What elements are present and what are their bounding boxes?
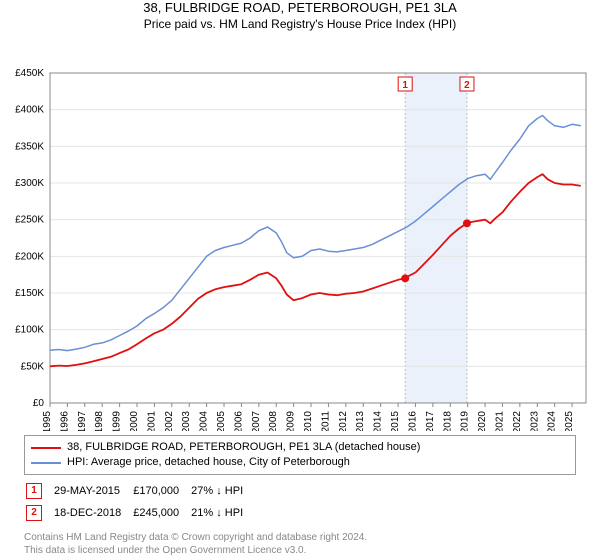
svg-text:2017: 2017 — [425, 411, 436, 431]
footer-line: This data is licensed under the Open Gov… — [24, 544, 576, 557]
svg-text:2003: 2003 — [181, 411, 192, 431]
svg-text:1997: 1997 — [77, 411, 88, 431]
svg-text:£300K: £300K — [15, 178, 44, 189]
legend-swatch — [31, 462, 61, 464]
legend-swatch — [31, 447, 61, 449]
svg-text:2014: 2014 — [373, 411, 384, 431]
svg-text:2005: 2005 — [216, 411, 227, 431]
sale-date: 18-DEC-2018 — [54, 503, 131, 523]
svg-text:£200K: £200K — [15, 251, 44, 262]
subtitle: Price paid vs. HM Land Registry's House … — [0, 17, 600, 31]
footer: Contains HM Land Registry data © Crown c… — [24, 531, 576, 557]
svg-text:2001: 2001 — [146, 411, 157, 431]
svg-text:2018: 2018 — [442, 411, 453, 431]
svg-text:£350K: £350K — [15, 141, 44, 152]
svg-text:1998: 1998 — [94, 411, 105, 431]
svg-text:1: 1 — [402, 80, 408, 91]
sale-delta: 27% ↓ HPI — [191, 481, 253, 501]
svg-text:2023: 2023 — [529, 411, 540, 431]
svg-text:2004: 2004 — [199, 411, 210, 431]
svg-text:2007: 2007 — [251, 411, 262, 431]
table-row: 129-MAY-2015£170,00027% ↓ HPI — [26, 481, 253, 501]
legend-label: HPI: Average price, detached house, City… — [67, 455, 350, 470]
svg-text:2010: 2010 — [303, 411, 314, 431]
svg-text:2000: 2000 — [129, 411, 140, 431]
legend-item: 38, FULBRIDGE ROAD, PETERBOROUGH, PE1 3L… — [31, 440, 569, 455]
svg-text:1999: 1999 — [112, 411, 123, 431]
svg-text:2022: 2022 — [512, 411, 523, 431]
table-row: 218-DEC-2018£245,00021% ↓ HPI — [26, 503, 253, 523]
svg-text:2015: 2015 — [390, 411, 401, 431]
sale-marker-cell: 1 — [26, 481, 52, 501]
svg-text:2009: 2009 — [286, 411, 297, 431]
sales-table: 129-MAY-2015£170,00027% ↓ HPI218-DEC-201… — [24, 479, 255, 525]
sale-date: 29-MAY-2015 — [54, 481, 131, 501]
price-chart: £0 £50K £100K £150K £200K £250K £300K £350K £400… — [0, 31, 600, 431]
sale-price: £170,000 — [133, 481, 189, 501]
sale-marker-cell: 2 — [26, 503, 52, 523]
svg-text:2008: 2008 — [268, 411, 279, 431]
svg-text:2016: 2016 — [407, 411, 418, 431]
legend-label: 38, FULBRIDGE ROAD, PETERBOROUGH, PE1 3L… — [67, 440, 420, 455]
svg-text:£250K: £250K — [15, 215, 44, 226]
page-title: 38, FULBRIDGE ROAD, PETERBOROUGH, PE1 3L… — [0, 0, 600, 15]
sale-delta: 21% ↓ HPI — [191, 503, 253, 523]
svg-text:2: 2 — [464, 80, 470, 91]
svg-text:1995: 1995 — [42, 411, 53, 431]
svg-text:£150K: £150K — [15, 288, 44, 299]
svg-text:£100K: £100K — [15, 325, 44, 336]
svg-text:£50K: £50K — [21, 361, 45, 372]
svg-text:2006: 2006 — [233, 411, 244, 431]
svg-text:£400K: £400K — [15, 105, 44, 116]
svg-text:£450K: £450K — [15, 68, 44, 79]
svg-text:2020: 2020 — [477, 411, 488, 431]
svg-text:2011: 2011 — [320, 411, 331, 431]
svg-text:2012: 2012 — [338, 411, 349, 431]
legend: 38, FULBRIDGE ROAD, PETERBOROUGH, PE1 3L… — [24, 435, 576, 475]
footer-line: Contains HM Land Registry data © Crown c… — [24, 531, 576, 544]
sale-price: £245,000 — [133, 503, 189, 523]
svg-text:£0: £0 — [33, 398, 45, 409]
svg-text:1996: 1996 — [59, 411, 70, 431]
svg-text:2025: 2025 — [564, 411, 575, 431]
legend-item: HPI: Average price, detached house, City… — [31, 455, 569, 470]
svg-text:2024: 2024 — [547, 411, 558, 431]
svg-text:2002: 2002 — [164, 411, 175, 431]
svg-text:2013: 2013 — [355, 411, 366, 431]
svg-text:2021: 2021 — [494, 411, 505, 431]
svg-text:2019: 2019 — [460, 411, 471, 431]
